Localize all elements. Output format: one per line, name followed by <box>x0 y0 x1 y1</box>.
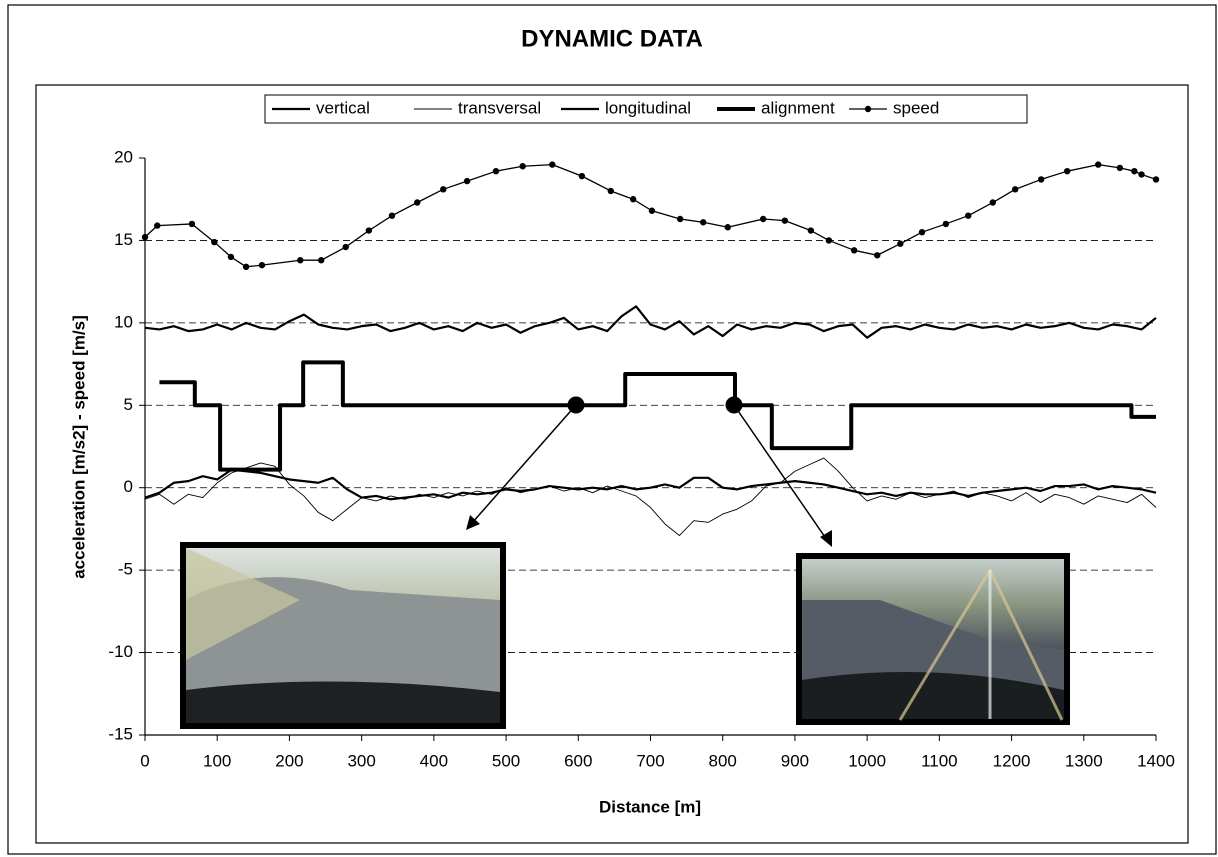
data-point <box>648 207 656 214</box>
x-tick-label: 800 <box>709 751 737 770</box>
data-point <box>365 227 373 234</box>
data-point <box>807 227 815 234</box>
x-tick-label: 100 <box>203 751 231 770</box>
legend-label: transversal <box>458 98 541 117</box>
x-tick-label: 1100 <box>921 751 958 770</box>
series-line <box>144 468 1157 501</box>
x-tick-label: 1300 <box>1065 751 1103 770</box>
legend-marker <box>864 105 872 113</box>
data-point <box>318 257 325 264</box>
inset-photo-2 <box>796 553 1070 725</box>
data-point <box>414 199 421 206</box>
legend-label: speed <box>893 98 939 117</box>
data-point <box>440 186 447 193</box>
y-tick-label: 20 <box>114 147 133 166</box>
data-point <box>549 161 556 168</box>
data-point <box>676 215 684 223</box>
data-point <box>850 247 858 254</box>
y-tick-label: -15 <box>108 724 133 743</box>
data-point <box>463 177 471 185</box>
data-point <box>1037 176 1045 183</box>
data-point <box>965 212 972 219</box>
y-axis-label: acceleration [m/s2] - speed [m/s] <box>69 315 88 579</box>
inset-photo-1 <box>180 542 506 729</box>
data-point <box>1116 164 1124 172</box>
data-point <box>1138 171 1145 178</box>
x-tick-label: 400 <box>420 751 448 770</box>
y-tick-label: 5 <box>124 395 133 414</box>
series-line <box>144 305 1157 339</box>
plot-frame <box>35 84 1189 844</box>
data-point <box>578 172 586 180</box>
x-tick-label: 600 <box>564 751 592 770</box>
legend-label: alignment <box>761 98 835 117</box>
data-point <box>942 220 950 228</box>
data-point <box>874 252 881 259</box>
series-line <box>144 163 1157 268</box>
data-point <box>897 240 904 247</box>
x-tick-label: 700 <box>636 751 664 770</box>
data-point <box>519 163 526 170</box>
data-point <box>388 212 396 219</box>
data-point <box>1063 167 1071 175</box>
y-tick-label: 15 <box>114 230 133 249</box>
x-axis-label: Distance [m] <box>599 797 701 816</box>
data-point <box>342 243 349 251</box>
x-tick-label: 1200 <box>993 751 1031 770</box>
data-point <box>154 222 161 229</box>
data-point <box>629 196 637 203</box>
legend-label: vertical <box>316 98 370 117</box>
chart-title: DYNAMIC DATA <box>521 25 703 52</box>
y-tick-label: 0 <box>124 477 133 496</box>
data-point <box>607 187 614 195</box>
data-point <box>258 261 266 269</box>
x-tick-label: 200 <box>275 751 303 770</box>
data-point <box>211 238 218 246</box>
legend-label: longitudinal <box>605 98 691 117</box>
data-point <box>1131 167 1138 175</box>
data-point <box>227 253 235 261</box>
y-tick-label: 10 <box>114 312 133 331</box>
data-point <box>492 167 500 175</box>
x-tick-label: 1400 <box>1137 751 1175 770</box>
data-point <box>700 219 707 226</box>
series-line <box>144 457 1157 536</box>
data-point <box>1152 176 1160 183</box>
series-line <box>159 360 1156 472</box>
data-point <box>918 228 926 236</box>
data-point <box>297 257 304 264</box>
x-tick-label: 500 <box>492 751 520 770</box>
data-point <box>759 215 767 223</box>
x-tick-label: 0 <box>140 751 149 770</box>
data-point <box>242 263 250 271</box>
y-tick-label: -10 <box>108 642 133 661</box>
x-tick-label: 1000 <box>848 751 886 770</box>
data-point <box>188 220 196 228</box>
data-point <box>989 199 996 206</box>
data-point <box>825 237 833 244</box>
data-point <box>1095 161 1102 168</box>
annotation <box>466 396 832 547</box>
data-point <box>141 233 149 241</box>
x-tick-label: 900 <box>781 751 809 770</box>
data-point <box>724 224 731 231</box>
data-point <box>1011 186 1019 193</box>
legend <box>264 94 1028 124</box>
data-point <box>781 217 789 224</box>
y-tick-label: -5 <box>118 560 133 579</box>
x-tick-label: 300 <box>347 751 375 770</box>
legend-items: vertical transversal longitudinal alignment… <box>272 98 939 117</box>
